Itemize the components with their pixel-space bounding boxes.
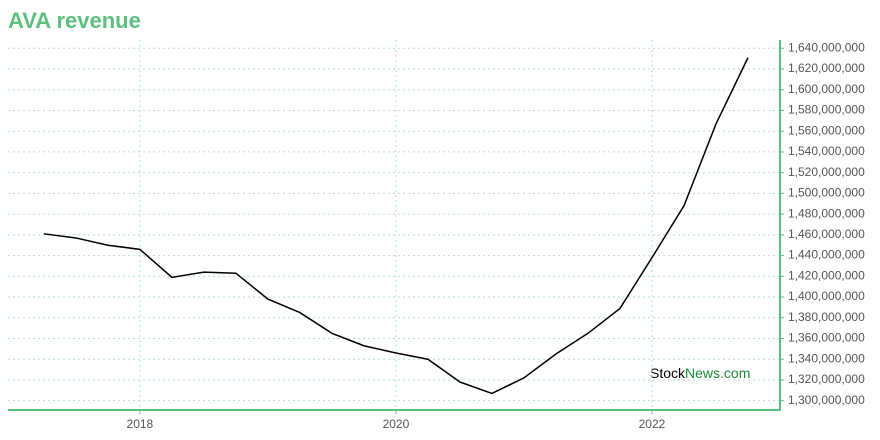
y-tick-label: 1,380,000,000 bbox=[788, 310, 865, 324]
watermark-part: Stock bbox=[650, 365, 686, 381]
y-tick-label: 1,620,000,000 bbox=[788, 61, 865, 75]
y-tick-label: 1,560,000,000 bbox=[788, 123, 865, 137]
x-tick-label: 2018 bbox=[127, 417, 154, 431]
x-tick-label: 2020 bbox=[383, 417, 410, 431]
y-tick-label: 1,340,000,000 bbox=[788, 351, 865, 365]
y-tick-label: 1,640,000,000 bbox=[788, 40, 865, 54]
y-tick-label: 1,360,000,000 bbox=[788, 331, 865, 345]
watermark-part: News.com bbox=[685, 365, 750, 381]
y-tick-label: 1,440,000,000 bbox=[788, 248, 865, 262]
y-tick-label: 1,460,000,000 bbox=[788, 227, 865, 241]
y-tick-label: 1,580,000,000 bbox=[788, 103, 865, 117]
y-tick-label: 1,600,000,000 bbox=[788, 82, 865, 96]
y-tick-label: 1,540,000,000 bbox=[788, 144, 865, 158]
y-tick-label: 1,480,000,000 bbox=[788, 206, 865, 220]
y-tick-label: 1,520,000,000 bbox=[788, 165, 865, 179]
y-tick-label: 1,500,000,000 bbox=[788, 186, 865, 200]
watermark: StockNews.com bbox=[650, 365, 750, 381]
y-tick-label: 1,320,000,000 bbox=[788, 372, 865, 386]
data-line bbox=[43, 57, 749, 395]
y-tick-label: 1,300,000,000 bbox=[788, 393, 865, 407]
chart-title: AVA revenue bbox=[8, 8, 141, 33]
x-tick-label: 2022 bbox=[639, 417, 666, 431]
y-tick-label: 1,400,000,000 bbox=[788, 289, 865, 303]
y-tick-label: 1,420,000,000 bbox=[788, 268, 865, 282]
